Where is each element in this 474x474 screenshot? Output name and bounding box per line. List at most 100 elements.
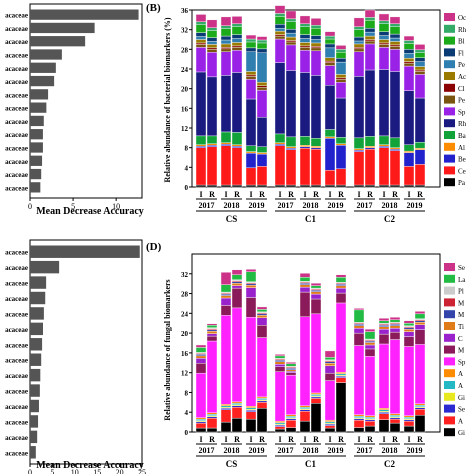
stacked-segment bbox=[353, 325, 365, 329]
stacked-segment bbox=[231, 45, 243, 48]
y-tick-label: 16 bbox=[181, 105, 189, 113]
stacked-segment bbox=[389, 147, 401, 150]
bar-label: R bbox=[234, 435, 240, 444]
x-tick-label: 15 bbox=[93, 468, 101, 474]
stacked-segment bbox=[299, 38, 311, 43]
stacked-segment bbox=[364, 35, 376, 40]
category-label: acaceae bbox=[5, 131, 28, 139]
y-tick-label: 0 bbox=[185, 184, 189, 192]
stacked-segment bbox=[206, 145, 218, 147]
stacked-segment bbox=[324, 425, 336, 429]
year-label: 2018 bbox=[303, 201, 319, 210]
stacked-segment bbox=[403, 420, 415, 427]
stacked-segment bbox=[245, 34, 257, 40]
category-label: acaceae bbox=[5, 372, 28, 380]
stacked-segment bbox=[256, 315, 268, 318]
stacked-segment bbox=[285, 370, 297, 373]
importance-bar bbox=[30, 415, 39, 428]
stacked-segment bbox=[378, 42, 390, 45]
y-tick-label: 36 bbox=[181, 7, 189, 15]
stacked-segment bbox=[335, 377, 347, 383]
stacked-segment bbox=[206, 427, 218, 433]
stacked-segment bbox=[324, 43, 336, 49]
bar-label: I bbox=[382, 190, 385, 199]
stacked-segment bbox=[195, 39, 207, 44]
stacked-segment bbox=[335, 277, 347, 283]
stacked-segment bbox=[353, 324, 365, 326]
stacked-segment bbox=[220, 405, 232, 408]
stacked-segment bbox=[364, 31, 376, 37]
stacked-segment bbox=[285, 149, 297, 186]
stacked-segment bbox=[274, 428, 286, 433]
stacked-segment bbox=[324, 57, 336, 62]
stacked-segment bbox=[206, 146, 218, 186]
importance-bar bbox=[30, 62, 56, 73]
importance-bar bbox=[30, 307, 44, 320]
stacked-segment bbox=[206, 37, 218, 42]
legend-swatch bbox=[444, 298, 455, 307]
stacked-segment bbox=[364, 425, 376, 433]
stacked-segment bbox=[310, 50, 322, 76]
stacked-segment bbox=[231, 417, 243, 433]
stacked-segment bbox=[256, 166, 268, 186]
legend-label: Al bbox=[458, 144, 465, 152]
stacked-segment bbox=[364, 148, 376, 186]
stacked-segment bbox=[378, 419, 390, 433]
importance-bar bbox=[30, 89, 49, 100]
stacked-segment bbox=[206, 52, 218, 78]
year-label: 2018 bbox=[224, 201, 240, 210]
stacked-segment bbox=[231, 132, 243, 145]
stacked-segment bbox=[389, 49, 401, 72]
stacked-segment bbox=[231, 307, 243, 403]
stacked-segment bbox=[324, 38, 336, 45]
bar-label: R bbox=[259, 190, 265, 199]
stacked-segment bbox=[195, 144, 207, 147]
stacked-segment bbox=[274, 145, 286, 186]
stacked-segment bbox=[231, 72, 243, 133]
stacked-segment bbox=[206, 325, 218, 328]
legend-label: Be bbox=[458, 156, 466, 164]
stacked-segment bbox=[299, 147, 311, 186]
stacked-segment bbox=[299, 277, 311, 282]
stacked-segment bbox=[310, 184, 322, 188]
stacked-segment bbox=[364, 356, 376, 416]
stacked-segment bbox=[324, 419, 336, 422]
stacked-segment bbox=[414, 52, 426, 58]
stacked-segment bbox=[299, 409, 311, 412]
year-label: 2018 bbox=[303, 446, 319, 455]
stacked-segment bbox=[324, 372, 336, 381]
stacked-segment bbox=[403, 331, 415, 337]
stacked-segment bbox=[378, 39, 390, 44]
stacked-segment bbox=[299, 45, 311, 48]
stacked-segment bbox=[403, 65, 415, 91]
stacked-segment bbox=[414, 142, 426, 149]
stacked-segment bbox=[414, 147, 426, 150]
legend-swatch bbox=[444, 369, 455, 378]
stacked-segment bbox=[378, 333, 390, 345]
stacked-segment bbox=[353, 76, 365, 139]
stacked-segment bbox=[389, 148, 401, 151]
stacked-segment bbox=[231, 274, 243, 280]
stacked-segment bbox=[285, 146, 297, 149]
stacked-segment bbox=[414, 49, 426, 53]
stacked-segment bbox=[364, 40, 376, 45]
stacked-segment bbox=[324, 365, 336, 374]
stacked-segment bbox=[195, 14, 207, 23]
stacked-segment bbox=[256, 85, 268, 88]
stacked-segment bbox=[285, 28, 297, 34]
stacked-segment bbox=[274, 424, 286, 427]
stacked-segment bbox=[245, 283, 257, 286]
bar-label: R bbox=[259, 435, 265, 444]
stacked-segment bbox=[403, 166, 415, 186]
category-label: acaceae bbox=[5, 158, 28, 166]
stacked-segment bbox=[274, 364, 286, 367]
stacked-segment bbox=[256, 146, 268, 153]
bar-label: R bbox=[417, 190, 423, 199]
stacked-segment bbox=[335, 97, 347, 138]
legend-swatch bbox=[444, 142, 455, 151]
stacked-segment bbox=[285, 32, 297, 38]
stacked-segment bbox=[310, 394, 322, 397]
legend-label: Ce bbox=[458, 167, 466, 175]
stacked-segment bbox=[195, 355, 207, 359]
stacked-segment bbox=[220, 39, 232, 45]
